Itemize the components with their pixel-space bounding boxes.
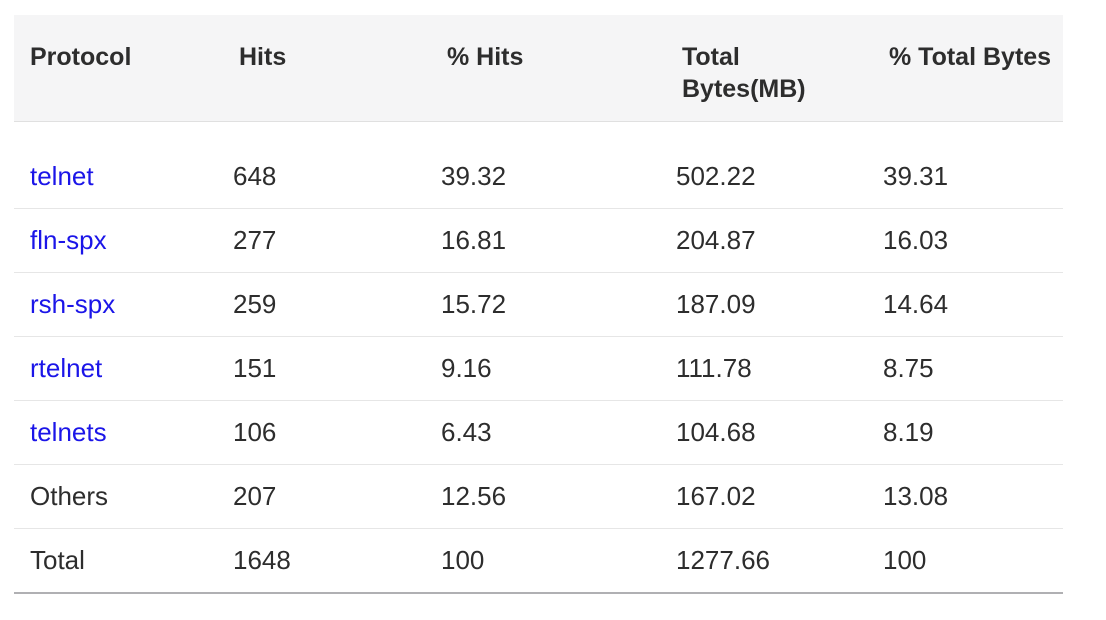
cell-pct-hits: 39.32 [425,121,660,209]
cell-pct-total-bytes: 14.64 [867,272,1063,337]
cell-pct-hits: 9.16 [425,336,660,401]
cell-value: 15.72 [441,289,507,319]
cell-value: 9.16 [441,353,492,383]
cell-pct-total-bytes: 8.19 [867,400,1063,465]
cell-pct-hits: 16.81 [425,208,660,273]
table-row: telnet 648 39.32 502.22 39.31 [14,121,1063,209]
cell-hits: 259 [217,272,425,337]
cell-value: 100 [883,545,927,575]
cell-total-bytes: 167.02 [660,464,867,529]
cell-pct-total-bytes: 16.03 [867,208,1063,273]
protocol-link[interactable]: fln-spx [30,225,107,255]
cell-value: 167.02 [676,481,756,511]
cell-pct-hits: 100 [425,528,660,594]
cell-value: 111.78 [676,353,752,383]
cell-value: 8.75 [883,353,934,383]
cell-pct-total-bytes: 8.75 [867,336,1063,401]
column-header-label: Hits [239,43,287,71]
cell-value: 187.09 [676,289,756,319]
cell-value: 1277.66 [676,545,770,575]
cell-total-bytes: 111.78 [660,336,867,401]
cell-value: 14.64 [883,289,949,319]
table-row: rsh-spx 259 15.72 187.09 14.64 [14,272,1063,337]
cell-total-bytes: 204.87 [660,208,867,273]
cell-value: 1648 [233,545,291,575]
cell-value: 106 [233,417,277,447]
cell-protocol: Total [14,528,217,594]
cell-value: 502.22 [676,161,756,191]
column-header-label: % Total Bytes [889,43,1052,71]
cell-value: 12.56 [441,481,507,511]
cell-pct-total-bytes: 13.08 [867,464,1063,529]
column-header-label: % Hits [447,43,524,71]
cell-protocol: telnets [14,400,217,465]
protocol-link[interactable]: telnet [30,161,94,191]
cell-value: 39.32 [441,161,507,191]
cell-protocol: fln-spx [14,208,217,273]
cell-value: 277 [233,225,277,255]
protocol-link[interactable]: rtelnet [30,353,103,383]
cell-value: 8.19 [883,417,934,447]
column-header-pct-hits: % Hits [425,15,660,122]
table-row: telnets 106 6.43 104.68 8.19 [14,400,1063,465]
cell-value: 204.87 [676,225,756,255]
cell-value: 151 [233,353,277,383]
cell-hits: 151 [217,336,425,401]
column-header-total-bytes: Total Bytes(MB) [660,15,867,122]
cell-value: 100 [441,545,485,575]
table-row: fln-spx 277 16.81 204.87 16.03 [14,208,1063,273]
cell-hits: 277 [217,208,425,273]
cell-value: 259 [233,289,277,319]
cell-total-bytes: 1277.66 [660,528,867,594]
table-row: Others 207 12.56 167.02 13.08 [14,464,1063,529]
cell-pct-total-bytes: 100 [867,528,1063,594]
table-row: rtelnet 151 9.16 111.78 8.75 [14,336,1063,401]
cell-total-bytes: 104.68 [660,400,867,465]
cell-value: 16.03 [883,225,949,255]
table-body: telnet 648 39.32 502.22 39.31 fln-spx 277 16.81… [14,121,1063,594]
cell-protocol: Others [14,464,217,529]
column-header-label: Protocol [30,43,132,71]
column-header-hits: Hits [217,15,425,122]
cell-protocol: rtelnet [14,336,217,401]
cell-hits: 106 [217,400,425,465]
column-header-label: Total Bytes(MB) [682,43,806,103]
protocol-link[interactable]: telnets [30,417,107,447]
cell-protocol: rsh-spx [14,272,217,337]
column-header-protocol: Protocol [14,15,217,122]
cell-pct-total-bytes: 39.31 [867,121,1063,209]
cell-value: 6.43 [441,417,492,447]
cell-hits: 1648 [217,528,425,594]
cell-value: 104.68 [676,417,756,447]
cell-protocol: telnet [14,121,217,209]
cell-pct-hits: 12.56 [425,464,660,529]
protocol-traffic-report: Protocol Hits % Hits Total Bytes(MB) % Total… [14,15,1063,594]
cell-value: 39.31 [883,161,949,191]
cell-pct-hits: 15.72 [425,272,660,337]
cell-value: 207 [233,481,277,511]
protocol-traffic-table: Protocol Hits % Hits Total Bytes(MB) % Total… [14,15,1063,594]
cell-value: 648 [233,161,277,191]
cell-total-bytes: 502.22 [660,121,867,209]
cell-value: 13.08 [883,481,949,511]
column-header-pct-total-bytes: % Total Bytes [867,15,1063,122]
cell-pct-hits: 6.43 [425,400,660,465]
cell-hits: 207 [217,464,425,529]
cell-total-bytes: 187.09 [660,272,867,337]
cell-hits: 648 [217,121,425,209]
protocol-link[interactable]: rsh-spx [30,289,116,319]
protocol-label: Total [30,545,85,575]
protocol-label: Others [30,481,109,511]
cell-value: 16.81 [441,225,507,255]
table-header-row: Protocol Hits % Hits Total Bytes(MB) % Total… [14,15,1063,122]
total-row: Total 1648 100 1277.66 100 [14,528,1063,594]
